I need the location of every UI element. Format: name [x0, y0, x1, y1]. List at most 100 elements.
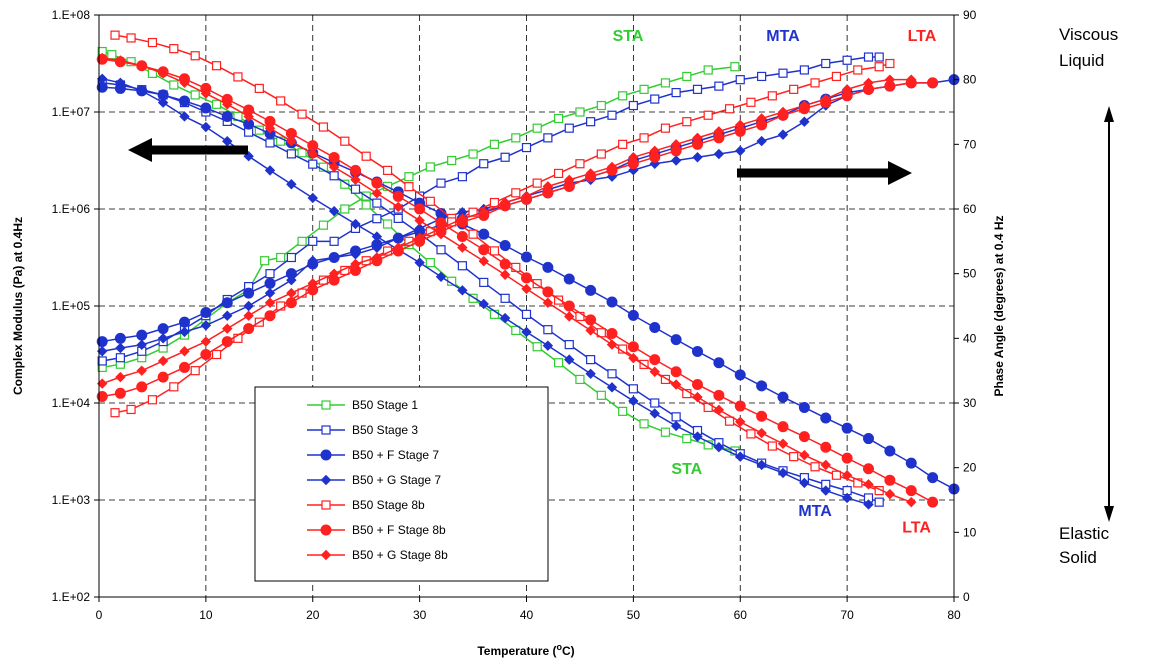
modulus-point	[841, 492, 853, 504]
phase-point	[276, 252, 286, 263]
modulus-point	[457, 242, 468, 253]
region-label: LTA	[902, 519, 931, 536]
modulus-point	[606, 296, 618, 308]
phase-point	[596, 149, 606, 159]
modulus-point	[639, 419, 649, 429]
modulus-point	[500, 293, 510, 303]
modulus-point	[670, 334, 682, 346]
modulus-point	[436, 245, 446, 255]
modulus-point	[756, 410, 768, 422]
phase-point	[286, 274, 297, 286]
modulus-point	[361, 151, 371, 161]
modulus-point	[650, 398, 660, 408]
right-axis-arrow	[737, 161, 912, 185]
modulus-point	[905, 457, 917, 469]
modulus-point	[756, 380, 768, 392]
modulus-point	[499, 258, 511, 270]
modulus-point	[115, 77, 126, 89]
phase-point	[264, 287, 276, 299]
modulus-point	[734, 369, 746, 381]
legend-label: B50 Stage 1	[352, 398, 418, 412]
phase-point	[200, 320, 212, 331]
modulus-point	[371, 177, 383, 189]
modulus-point	[820, 485, 831, 496]
modulus-point	[350, 174, 361, 186]
y-right-tick-label: 50	[963, 267, 977, 281]
modulus-point	[713, 389, 725, 401]
modulus-point	[628, 395, 639, 407]
modulus-point	[542, 297, 554, 308]
phase-point	[265, 269, 275, 279]
vertical-double-arrow	[1104, 106, 1114, 522]
modulus-point	[329, 171, 339, 181]
modulus-point	[361, 200, 371, 210]
series-group	[96, 52, 917, 508]
modulus-point	[906, 496, 917, 508]
modulus-point	[521, 326, 532, 338]
legend-marker	[321, 500, 331, 510]
modulus-point	[478, 255, 489, 267]
phase-point	[532, 178, 542, 188]
modulus-point	[169, 80, 179, 90]
phase-point	[329, 236, 339, 246]
legend-item: B50 + F Stage 7	[307, 448, 439, 462]
phase-point	[596, 100, 606, 111]
x-tick-label: 0	[96, 608, 103, 622]
phase-point	[521, 142, 532, 153]
phase-point	[831, 71, 842, 82]
modulus-point	[126, 33, 136, 43]
modulus-point	[211, 61, 222, 71]
y-right-tick-label: 80	[963, 73, 977, 87]
phase-point	[703, 65, 713, 75]
phase-point	[553, 168, 564, 179]
modulus-point	[521, 272, 532, 284]
modulus-point	[713, 404, 725, 416]
modulus-point	[585, 325, 596, 336]
phase-point	[126, 404, 136, 415]
modulus-point	[200, 88, 212, 99]
phase-point	[575, 159, 585, 169]
modulus-point	[479, 277, 489, 288]
legend-label: B50 + G Stage 7	[352, 473, 441, 487]
phase-point	[264, 297, 276, 308]
modulus-point	[841, 470, 853, 481]
modulus-point	[863, 433, 874, 445]
modulus-point	[435, 271, 447, 283]
series-group	[110, 30, 895, 496]
modulus-point	[222, 99, 233, 110]
x-tick-label: 50	[627, 608, 641, 622]
phase-point	[756, 135, 767, 147]
modulus-point	[542, 261, 554, 273]
phase-point	[157, 371, 169, 383]
modulus-point	[724, 416, 735, 426]
modulus-point	[618, 406, 628, 416]
modulus-point	[585, 284, 597, 296]
phase-point	[457, 213, 468, 224]
phase-point	[714, 81, 724, 91]
x-tick-label: 10	[199, 608, 213, 622]
phase-point	[682, 117, 692, 127]
phase-point	[649, 145, 660, 157]
x-axis-title: Temperature (oC)	[477, 642, 574, 658]
modulus-point	[810, 462, 820, 472]
modulus-point	[371, 188, 383, 199]
modulus-point	[372, 198, 382, 208]
modulus-point	[457, 285, 468, 296]
phase-point	[243, 287, 255, 299]
phase-point	[511, 133, 521, 143]
phase-point	[110, 408, 120, 418]
modulus-point	[328, 205, 340, 217]
modulus-point	[767, 441, 777, 451]
modulus-point	[222, 135, 233, 147]
phase-point	[297, 236, 307, 246]
modulus-point	[200, 102, 212, 114]
phase-point	[660, 78, 671, 88]
legend-item: B50 + F Stage 8b	[307, 523, 446, 537]
phase-point	[147, 395, 158, 405]
modulus-point	[233, 72, 243, 82]
modulus-point	[532, 342, 542, 352]
phase-point	[243, 323, 255, 335]
modulus-point	[532, 279, 542, 289]
phase-point	[318, 220, 329, 230]
phase-point	[286, 287, 297, 299]
